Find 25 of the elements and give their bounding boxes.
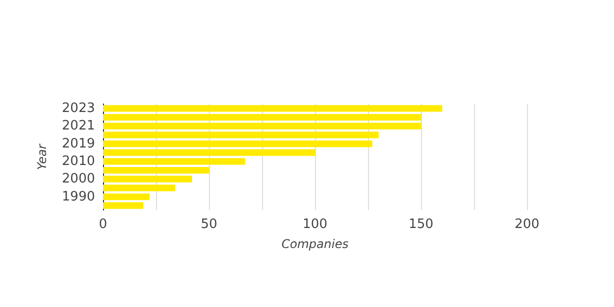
bar — [103, 193, 150, 200]
bar — [103, 140, 372, 148]
x-tick-label: 150 — [408, 217, 434, 232]
bar — [103, 114, 421, 121]
bar — [103, 158, 246, 165]
bar — [103, 202, 144, 209]
bar — [103, 149, 315, 156]
bar — [103, 132, 379, 138]
bar — [103, 105, 442, 112]
x-tick-label: 0 — [98, 217, 108, 232]
y-axis-title: Year — [35, 143, 49, 170]
bar — [103, 184, 176, 192]
x-tick-label: 200 — [514, 217, 540, 232]
y-tick-label: 2019 — [62, 136, 95, 152]
y-tick-label: 1990 — [62, 189, 95, 204]
bar — [103, 166, 209, 174]
x-tick-label: 100 — [302, 217, 328, 232]
y-tick-label: 2000 — [62, 172, 95, 187]
bar — [103, 176, 192, 182]
y-tick-label: 2023 — [62, 100, 95, 116]
x-axis-title: Companies — [282, 237, 348, 251]
x-tick-label: 50 — [200, 217, 218, 232]
y-tick-label: 2021 — [62, 118, 95, 134]
y-tick-label: 2010 — [62, 154, 95, 169]
bar — [103, 122, 421, 130]
